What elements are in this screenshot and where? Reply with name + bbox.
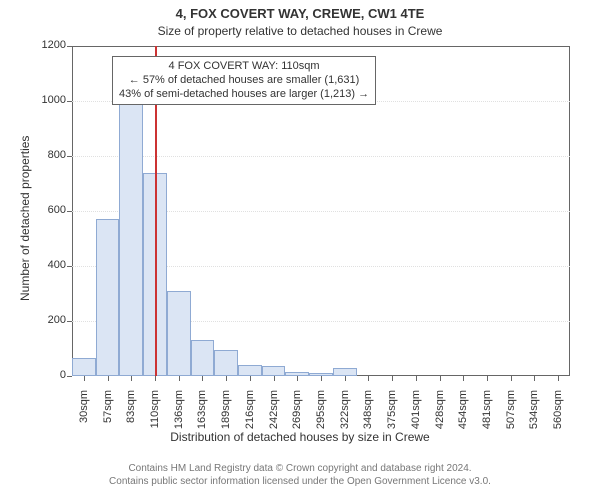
x-tick-label: 454sqm bbox=[457, 390, 469, 440]
x-tick-mark bbox=[297, 376, 298, 381]
x-tick-label: 375sqm bbox=[386, 390, 398, 440]
x-tick-mark bbox=[84, 376, 85, 381]
y-tick-label: 200 bbox=[48, 314, 66, 326]
x-tick-label: 83sqm bbox=[125, 390, 137, 440]
caption-line1: Contains HM Land Registry data © Crown c… bbox=[128, 463, 471, 474]
x-tick-label: 30sqm bbox=[78, 390, 90, 440]
x-tick-label: 57sqm bbox=[102, 390, 114, 440]
x-tick-mark bbox=[202, 376, 203, 381]
x-tick-mark bbox=[440, 376, 441, 381]
x-tick-mark bbox=[250, 376, 251, 381]
histogram-bar bbox=[262, 366, 286, 376]
histogram-bar bbox=[191, 340, 215, 376]
x-tick-label: 242sqm bbox=[268, 390, 280, 440]
caption-line2: Contains public sector information licen… bbox=[109, 476, 491, 487]
y-tick-mark bbox=[67, 46, 72, 47]
x-tick-mark bbox=[392, 376, 393, 381]
x-tick-label: 401sqm bbox=[410, 390, 422, 440]
y-tick-mark bbox=[67, 376, 72, 377]
x-tick-label: 428sqm bbox=[434, 390, 446, 440]
gridline-h bbox=[72, 156, 570, 157]
chart-container: 4, FOX COVERT WAY, CREWE, CW1 4TE Size o… bbox=[0, 0, 600, 500]
x-tick-mark bbox=[226, 376, 227, 381]
x-tick-label: 322sqm bbox=[339, 390, 351, 440]
x-tick-label: 189sqm bbox=[220, 390, 232, 440]
histogram-bar bbox=[119, 87, 143, 376]
x-tick-mark bbox=[558, 376, 559, 381]
x-tick-mark bbox=[131, 376, 132, 381]
x-tick-label: 216sqm bbox=[244, 390, 256, 440]
chart-title-line2: Size of property relative to detached ho… bbox=[0, 24, 600, 38]
x-tick-label: 560sqm bbox=[552, 390, 564, 440]
histogram-bar bbox=[167, 291, 191, 376]
annotation-box: 4 FOX COVERT WAY: 110sqm← 57% of detache… bbox=[112, 56, 376, 105]
histogram-bar bbox=[238, 365, 262, 376]
histogram-bar bbox=[214, 350, 238, 376]
x-tick-mark bbox=[368, 376, 369, 381]
y-axis-label: Number of detached properties bbox=[18, 136, 32, 301]
y-tick-label: 1000 bbox=[42, 94, 66, 106]
y-tick-label: 600 bbox=[48, 204, 66, 216]
x-tick-label: 507sqm bbox=[505, 390, 517, 440]
y-tick-label: 0 bbox=[60, 369, 66, 381]
caption: Contains HM Land Registry data © Crown c… bbox=[0, 462, 600, 488]
y-tick-label: 800 bbox=[48, 149, 66, 161]
x-tick-mark bbox=[155, 376, 156, 381]
x-tick-mark bbox=[487, 376, 488, 381]
x-tick-mark bbox=[345, 376, 346, 381]
histogram-bar bbox=[333, 368, 357, 376]
x-tick-mark bbox=[463, 376, 464, 381]
annotation-line: 43% of semi-detached houses are larger (… bbox=[119, 88, 369, 102]
annotation-line: 4 FOX COVERT WAY: 110sqm bbox=[119, 60, 369, 74]
y-tick-label: 400 bbox=[48, 259, 66, 271]
x-tick-mark bbox=[511, 376, 512, 381]
chart-title-line1: 4, FOX COVERT WAY, CREWE, CW1 4TE bbox=[0, 6, 600, 21]
x-tick-label: 348sqm bbox=[362, 390, 374, 440]
annotation-line: ← 57% of detached houses are smaller (1,… bbox=[119, 74, 369, 88]
x-tick-label: 136sqm bbox=[173, 390, 185, 440]
x-tick-mark bbox=[416, 376, 417, 381]
x-tick-label: 534sqm bbox=[528, 390, 540, 440]
x-tick-label: 295sqm bbox=[315, 390, 327, 440]
x-tick-mark bbox=[274, 376, 275, 381]
x-tick-label: 110sqm bbox=[149, 390, 161, 440]
y-tick-label: 1200 bbox=[42, 39, 66, 51]
x-tick-mark bbox=[321, 376, 322, 381]
x-tick-label: 481sqm bbox=[481, 390, 493, 440]
x-tick-mark bbox=[108, 376, 109, 381]
x-tick-mark bbox=[534, 376, 535, 381]
histogram-bar bbox=[72, 358, 96, 376]
x-tick-label: 163sqm bbox=[196, 390, 208, 440]
x-tick-mark bbox=[179, 376, 180, 381]
x-tick-label: 269sqm bbox=[291, 390, 303, 440]
histogram-bar bbox=[96, 219, 120, 376]
